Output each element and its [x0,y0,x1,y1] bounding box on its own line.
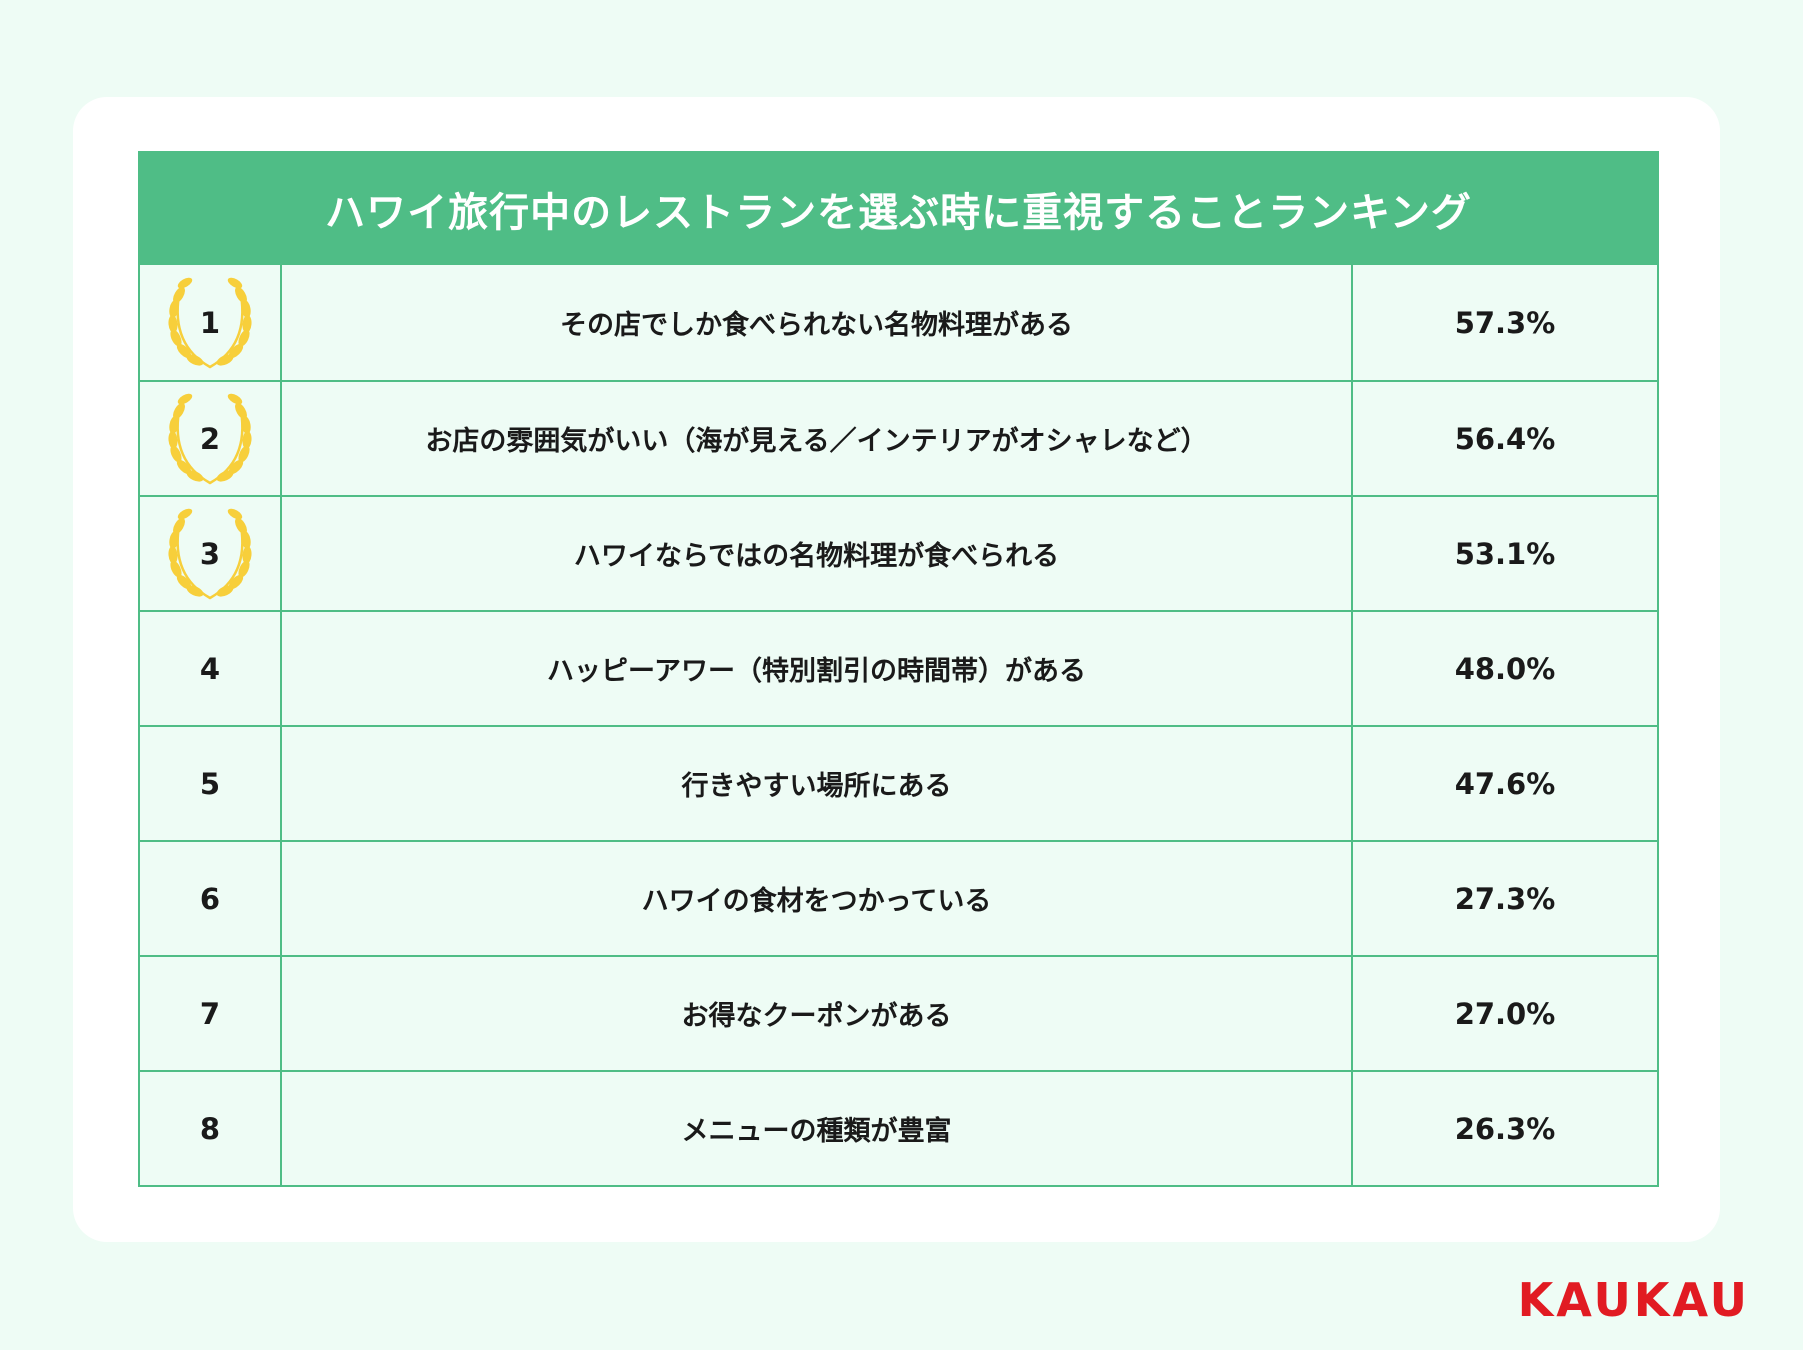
table-title: ハワイ旅行中のレストランを選ぶ時に重視することランキング [140,153,1657,265]
value-label: 27.0% [1454,996,1556,1031]
table-row: 6 ハワイの食材をつかっている 27.3% [140,840,1657,955]
rank-cell: 2 [140,382,282,495]
rank-cell: 1 [140,265,282,380]
rank-number: 8 [199,1111,221,1146]
value-label: 53.1% [1454,536,1556,571]
rank-cell: 7 [140,957,282,1070]
table-row: 5 行きやすい場所にある 47.6% [140,725,1657,840]
table-row: 1 その店でしか食べられない名物料理がある 57.3% [140,265,1657,380]
item-label: 行きやすい場所にある [282,727,1353,840]
rank-cell: 6 [140,842,282,955]
table-row: 3 ハワイならではの名物料理が食べられる 53.1% [140,495,1657,610]
value-label: 47.6% [1454,766,1556,801]
item-label: その店でしか食べられない名物料理がある [282,265,1353,380]
value-label: 48.0% [1454,651,1556,686]
value-label: 56.4% [1454,421,1556,456]
ranking-table: ハワイ旅行中のレストランを選ぶ時に重視することランキング 1 その店でしか食べられ… [138,151,1659,1187]
rank-number: 1 [199,305,221,340]
rank-number: 3 [199,536,221,571]
item-label: ハワイの食材をつかっている [282,842,1353,955]
rank-number: 7 [199,996,221,1031]
value-label: 57.3% [1454,305,1556,340]
rank-cell: 4 [140,612,282,725]
item-label: お得なクーポンがある [282,957,1353,1070]
value-label: 26.3% [1454,1111,1556,1146]
rank-number: 2 [199,421,221,456]
rank-cell: 5 [140,727,282,840]
rank-number: 6 [199,881,221,916]
item-label: ハッピーアワー（特別割引の時間帯）がある [282,612,1353,725]
table-row: 7 お得なクーポンがある 27.0% [140,955,1657,1070]
item-label: ハワイならではの名物料理が食べられる [282,497,1353,610]
rank-cell: 8 [140,1072,282,1185]
value-label: 27.3% [1454,881,1556,916]
laurel-wreath-icon [168,277,252,368]
rank-cell: 3 [140,497,282,610]
ranking-rows: 1 その店でしか食べられない名物料理がある 57.3% 2 お店の雰囲気がいい（海が見え… [140,265,1657,1185]
rank-number: 5 [199,766,221,801]
rank-number: 4 [199,651,221,686]
laurel-wreath-icon [168,393,252,484]
table-row: 4 ハッピーアワー（特別割引の時間帯）がある 48.0% [140,610,1657,725]
table-row: 2 お店の雰囲気がいい（海が見える／インテリアがオシャレなど） 56.4% [140,380,1657,495]
laurel-wreath-icon [168,508,252,599]
kaukau-logo: KAUKAU [1517,1273,1750,1327]
table-row: 8 メニューの種類が豊富 26.3% [140,1070,1657,1185]
item-label: メニューの種類が豊富 [282,1072,1353,1185]
item-label: お店の雰囲気がいい（海が見える／インテリアがオシャレなど） [282,382,1353,495]
